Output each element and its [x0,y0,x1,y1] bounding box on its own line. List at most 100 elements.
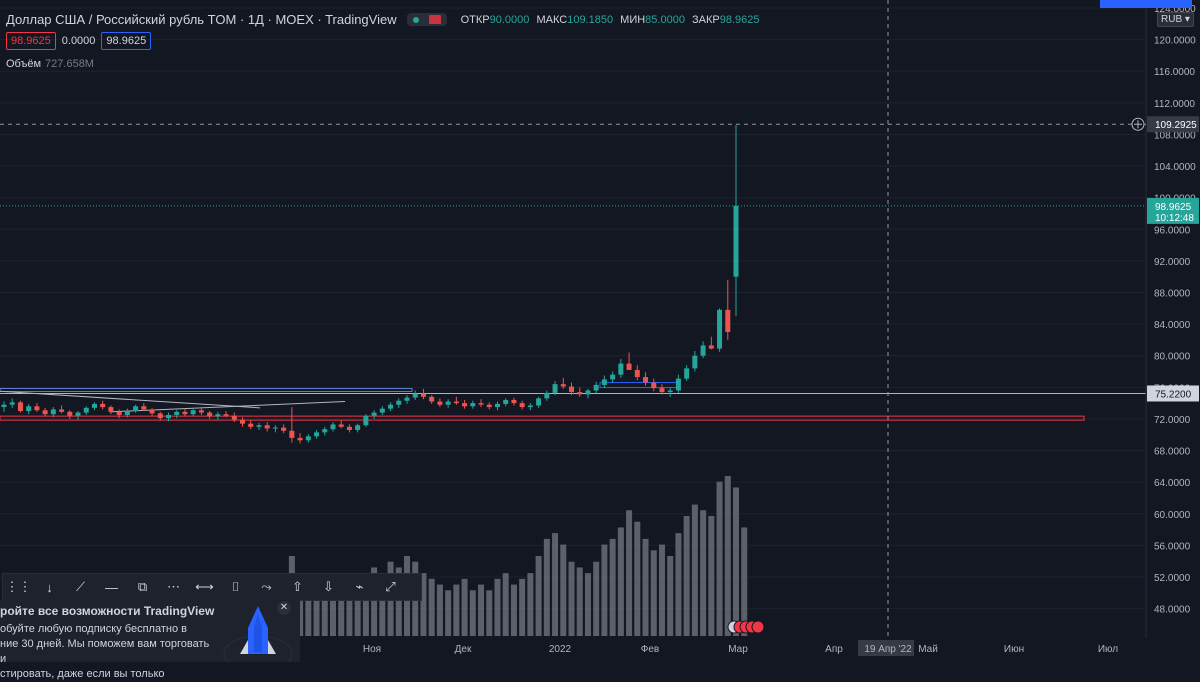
candle-body [355,425,361,430]
candle-body [83,407,89,413]
buy-button[interactable]: 98.9625 [101,32,152,50]
drawing-toolbar: ⋮⋮ ↓ ⟋ — ⧉ ⋯ ⟷ ⌷ ⤳ ⇧ ⇩ ⌁ ⤢ [2,573,422,601]
ohlc-values: ОТКР90.0000 МАКС109.1850 МИН85.0000 ЗАКР… [461,14,764,26]
price-tick-label: 96.0000 [1154,225,1191,236]
volume-bar [469,590,476,636]
candle-body [338,424,344,427]
ruler-icon[interactable]: ⤢ [385,579,396,594]
candle-body [643,377,649,383]
candle-body [314,432,320,437]
volume-bar [305,590,312,636]
sell-button[interactable]: 98.9625 [6,32,56,50]
symbol-title[interactable]: Доллар США / Российский рубль TOM · 1Д ·… [6,12,397,27]
candle-body [692,355,698,369]
volume-bar [461,578,468,636]
volume-bar [371,567,378,636]
candle-body [420,393,426,397]
candle-body [470,403,476,407]
candle-body [478,403,484,405]
price-axis[interactable]: 124.0000 120.0000 116.0000 112.0000 108.0000… [1145,0,1200,662]
volume-bar [535,556,542,636]
candle-body [256,425,262,427]
volume-bar [420,573,427,636]
candle-body [289,430,295,438]
horizontal-line-icon[interactable]: — [105,579,118,595]
drag-handle-icon[interactable]: ⋮⋮ [5,579,32,594]
volume-bar [724,476,731,636]
market-status[interactable] [406,13,447,26]
volume-bar [593,561,600,636]
brush-icon[interactable]: ⌁ [355,579,364,594]
candle-body [174,411,180,415]
candle-body [100,403,106,408]
volume-bar [329,578,336,636]
price-tick-label: 64.0000 [1154,478,1191,489]
candle-body [593,384,599,391]
promo-banner[interactable]: ройте все возможности TradingView обуйте… [0,600,300,680]
currency-selector[interactable]: RUB ▾ [1157,12,1194,27]
symbol-header: Доллар США / Российский рубль TOM · 1Д ·… [6,12,764,27]
channel-icon[interactable]: ⧉ [137,579,148,594]
upgrade-button[interactable] [1100,0,1192,8]
currency-label: RUB [1161,14,1183,25]
candle-body [248,423,254,427]
crosshair-price-label-bg [1147,116,1199,133]
volume-bar [543,538,550,636]
high-value: 109.1850 [567,13,614,26]
candle-body [536,398,542,406]
candle-body [59,409,65,412]
short-position-icon[interactable]: ⇩ [323,579,334,594]
price-tick-label: 48.0000 [1154,605,1191,616]
candle-body [305,436,311,441]
candle-body [684,368,690,379]
time-tick-label: Июл [1098,644,1118,655]
volume-bar [716,481,723,636]
trend-line-icon[interactable]: ⟋ [75,579,86,594]
volume-bar [576,567,583,636]
candle-body [675,378,681,391]
price-chart[interactable]: 124.0000 120.0000 116.0000 112.0000 108.0000… [0,0,1200,662]
volume-bar [642,538,649,636]
candle-body [17,402,23,412]
close-label: ЗАКР [692,13,720,26]
last-price-label-bg [1147,197,1199,224]
candle-body [198,410,204,413]
close-value: 98.9625 [719,13,760,26]
candle-body [281,427,287,431]
candle-body [626,363,632,370]
candle-body [494,403,500,408]
candles [1,124,739,444]
price-tick-label: 52.0000 [1154,573,1191,584]
trade-buttons: 98.9625 0.0000 98.9625 [6,32,152,50]
arrow-down-icon[interactable]: ↓ [46,579,53,595]
path-icon[interactable]: ⤳ [261,579,272,594]
candle-body [651,382,657,389]
price-axis-bg [1146,0,1200,662]
volume-bar [428,578,435,636]
level-price-label: 75.2200 [1155,389,1192,400]
volume-bar [486,590,493,636]
price-tick-label: 104.0000 [1154,162,1196,173]
candle-body [503,399,509,404]
candle-body [708,345,714,349]
candle-body [124,411,130,415]
range-icon[interactable]: ⟷ [195,579,214,594]
candle-body [116,411,122,415]
promo-close-button[interactable]: ✕ [277,601,291,615]
event-icon [751,620,765,634]
volume-bar [321,584,328,636]
candle-body [67,411,73,416]
drawn-levels [0,205,1146,421]
rectangle-icon[interactable]: ⌷ [231,579,240,594]
price-tick-label: 60.0000 [1154,510,1191,521]
fib-icon[interactable]: ⋯ [167,579,180,594]
low-value: 85.0000 [645,13,685,26]
long-position-icon[interactable]: ⇧ [292,579,303,594]
crosshair [0,0,1146,640]
candle-body [569,386,575,393]
trend-line [109,401,346,413]
volume-bar [683,516,690,636]
volume-bar [519,578,526,636]
volume-bar [494,578,501,636]
candle-body [297,437,303,441]
